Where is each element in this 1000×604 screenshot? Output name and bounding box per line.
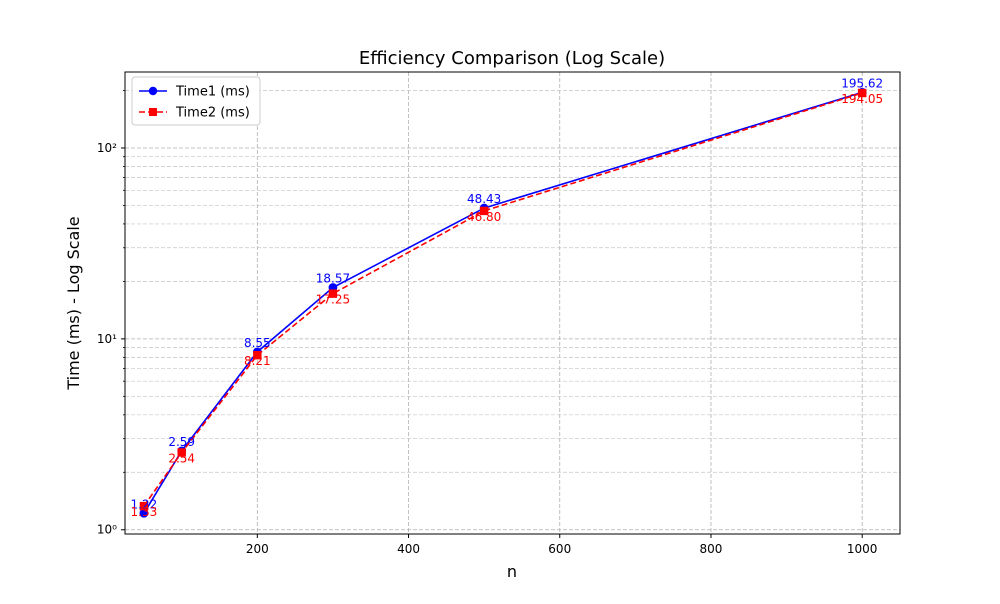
series-2-point bbox=[857, 88, 867, 98]
x-axis-ticks: 200 400 600 800 1000 bbox=[246, 534, 878, 556]
legend-time1-marker bbox=[148, 86, 158, 96]
x-axis-title: n bbox=[507, 562, 517, 581]
series-2-data-label: 8.21 bbox=[244, 354, 271, 368]
series-2-point bbox=[328, 289, 338, 298]
y-tick-label: 10¹ bbox=[97, 332, 117, 346]
x-tick-label: 1000 bbox=[847, 542, 878, 556]
series-line-2 bbox=[143, 92, 863, 507]
chart-title: Efficiency Comparison (Log Scale) bbox=[359, 48, 665, 69]
series-markers bbox=[139, 87, 867, 518]
legend: Time1 (ms) Time2 (ms) bbox=[131, 76, 261, 126]
series-2-data-label: 46.80 bbox=[467, 210, 501, 224]
series-1-data-label: 18.57 bbox=[316, 272, 350, 286]
x-tick-label: 400 bbox=[397, 542, 420, 556]
series-2-point bbox=[177, 448, 186, 457]
y-axis-ticks: 10⁰ 10¹ 10² bbox=[97, 90, 125, 537]
legend-time1-label: Time1 (ms) bbox=[175, 85, 250, 100]
legend-time2-marker bbox=[149, 108, 157, 116]
series-1-point bbox=[139, 508, 149, 518]
series-2-point bbox=[139, 501, 149, 511]
series-2-data-label: 2.54 bbox=[168, 451, 195, 465]
legend-box bbox=[131, 76, 261, 126]
plot-frame bbox=[124, 71, 901, 535]
legend-time2-label: Time2 (ms) bbox=[175, 106, 250, 121]
series-2-data-label: 17.25 bbox=[316, 293, 350, 307]
x-tick-label: 600 bbox=[548, 542, 571, 556]
y-tick-label: 10² bbox=[97, 141, 117, 155]
series-2-point bbox=[479, 206, 489, 216]
series-1-data-label: 2.59 bbox=[168, 435, 195, 449]
data-labels: 1.22 2.59 8.55 18.57 48.43 195.62 1.33 2.54 8.21… bbox=[131, 76, 884, 519]
series-2-data-label: 1.33 bbox=[131, 505, 158, 519]
x-tick-label: 200 bbox=[246, 542, 269, 556]
y-axis-title: Time (ms) - Log Scale bbox=[64, 216, 83, 390]
y-tick-label: 10⁰ bbox=[97, 523, 117, 537]
x-tick-label: 800 bbox=[700, 542, 723, 556]
series-lines bbox=[143, 91, 863, 514]
series-2-point bbox=[253, 351, 262, 360]
series-1-data-label: 48.43 bbox=[467, 192, 501, 206]
series-1-data-label: 195.62 bbox=[841, 76, 883, 90]
series-2-data-label: 194.05 bbox=[841, 92, 883, 106]
series-1-data-label: 1.22 bbox=[131, 497, 158, 511]
series-1-data-label: 8.55 bbox=[244, 336, 271, 350]
grid-lines bbox=[125, 72, 900, 534]
plot-area bbox=[125, 72, 900, 534]
